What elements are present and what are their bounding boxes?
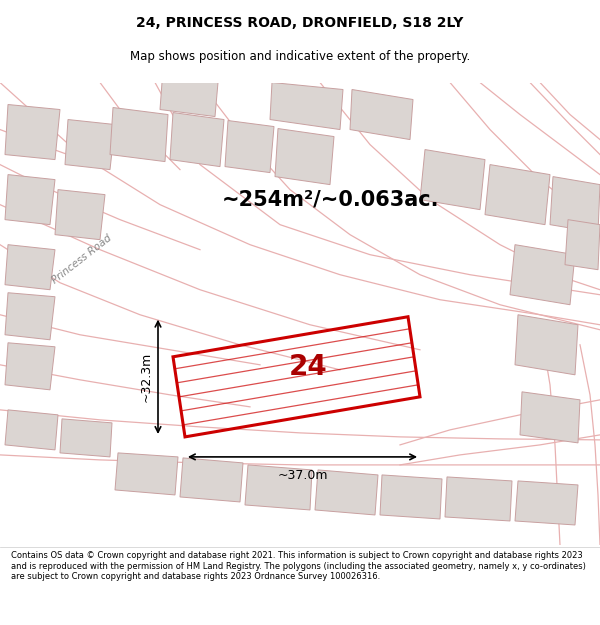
Text: 24, PRINCESS ROAD, DRONFIELD, S18 2LY: 24, PRINCESS ROAD, DRONFIELD, S18 2LY <box>136 16 464 30</box>
Polygon shape <box>485 164 550 224</box>
Polygon shape <box>350 89 413 139</box>
Polygon shape <box>180 458 243 502</box>
Text: ~254m²/~0.063ac.: ~254m²/~0.063ac. <box>221 189 439 209</box>
Polygon shape <box>5 410 58 450</box>
Polygon shape <box>225 121 274 172</box>
Polygon shape <box>515 315 578 375</box>
Polygon shape <box>5 174 55 224</box>
Polygon shape <box>510 244 575 305</box>
Text: ~37.0m: ~37.0m <box>277 469 328 482</box>
Polygon shape <box>5 244 55 290</box>
Text: 24: 24 <box>289 352 328 381</box>
Polygon shape <box>420 149 485 209</box>
Polygon shape <box>55 189 105 239</box>
Polygon shape <box>565 219 600 270</box>
Polygon shape <box>160 82 218 116</box>
Polygon shape <box>270 82 343 129</box>
Polygon shape <box>550 177 600 232</box>
Text: ~32.3m: ~32.3m <box>140 352 153 402</box>
Text: Map shows position and indicative extent of the property.: Map shows position and indicative extent… <box>130 49 470 62</box>
Polygon shape <box>275 129 334 184</box>
Polygon shape <box>5 292 55 340</box>
Polygon shape <box>110 107 168 162</box>
Polygon shape <box>380 475 442 519</box>
Text: Contains OS data © Crown copyright and database right 2021. This information is : Contains OS data © Crown copyright and d… <box>11 551 586 581</box>
Polygon shape <box>170 112 224 167</box>
Polygon shape <box>5 104 60 159</box>
Polygon shape <box>520 392 580 443</box>
Polygon shape <box>60 419 112 457</box>
Polygon shape <box>5 342 55 390</box>
Text: Princess Road: Princess Road <box>50 233 114 286</box>
Polygon shape <box>515 481 578 525</box>
Polygon shape <box>115 453 178 495</box>
Polygon shape <box>315 470 378 515</box>
Polygon shape <box>65 119 115 169</box>
Polygon shape <box>445 477 512 521</box>
Polygon shape <box>245 465 312 510</box>
